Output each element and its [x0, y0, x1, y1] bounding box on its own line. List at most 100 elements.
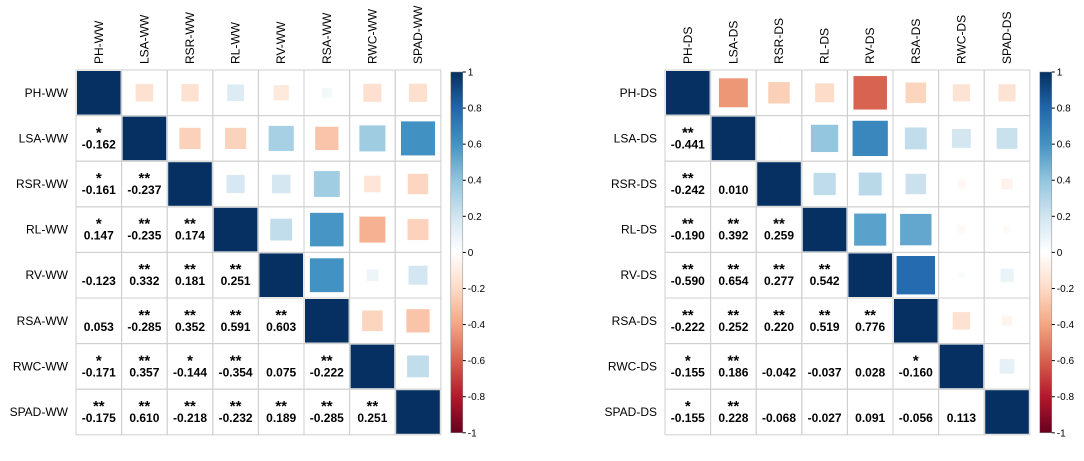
colorbar-tick-label: -0.2 [468, 284, 486, 295]
significance: * [685, 352, 691, 369]
value-label: 0.220 [764, 320, 794, 334]
corr-square [813, 172, 836, 196]
value-label: 0.654 [718, 274, 748, 288]
colorbar-tick-label: 1 [1057, 68, 1063, 79]
row-label: RL-WW [26, 223, 69, 237]
value-label: 0.252 [718, 320, 748, 334]
significance: ** [682, 216, 694, 233]
value-label: 0.251 [221, 274, 251, 288]
corr-square [957, 225, 966, 234]
value-label: -0.027 [808, 411, 842, 425]
corr-square [362, 310, 383, 332]
value-label: 0.075 [266, 365, 296, 379]
value-label: 0.174 [175, 229, 205, 243]
significance: ** [230, 261, 242, 278]
corr-square [952, 312, 971, 330]
value-label: -0.068 [762, 411, 796, 425]
value-label: 0.113 [947, 411, 977, 425]
corr-square [956, 179, 966, 189]
corr-square [1001, 178, 1013, 190]
significance: ** [184, 261, 196, 278]
value-label: -0.354 [219, 365, 253, 379]
row-label: RL-DS [621, 223, 657, 237]
value-label: 0.610 [129, 411, 159, 425]
significance: ** [682, 261, 694, 278]
colorbar-tick-label: 0.8 [1057, 104, 1071, 115]
column-label: RSR-DS [772, 18, 786, 64]
value-label: 0.028 [855, 365, 885, 379]
value-label: -0.155 [671, 411, 705, 425]
corr-square [135, 84, 154, 102]
value-label: 0.189 [266, 411, 296, 425]
significance: ** [321, 398, 333, 415]
significance: ** [184, 307, 196, 324]
row-label: RSA-WW [17, 314, 69, 328]
colorbar-tick-label: -1 [468, 428, 477, 439]
corr-square [359, 216, 386, 243]
corr-square [396, 390, 440, 434]
row-label: RV-DS [621, 268, 657, 282]
significance: ** [139, 170, 151, 187]
value-label: -0.285 [310, 411, 344, 425]
row-label: SPAD-WW [10, 405, 69, 419]
column-label: PH-WW [92, 20, 106, 64]
corr-square [225, 127, 247, 149]
value-label: -0.155 [671, 365, 705, 379]
column-label: RWC-WW [365, 8, 379, 64]
value-label: 0.392 [718, 229, 748, 243]
significance: * [96, 216, 102, 233]
value-label: -0.222 [671, 320, 705, 334]
row-label: PH-DS [620, 86, 657, 100]
value-label: -0.161 [82, 183, 116, 197]
value-label: -0.237 [127, 183, 161, 197]
value-label: -0.175 [82, 411, 116, 425]
row-label: RWC-DS [608, 359, 657, 373]
corr-square [848, 253, 892, 297]
corr-square [957, 271, 966, 279]
value-label: 0.259 [764, 229, 794, 243]
corr-square [273, 85, 289, 101]
corr-square [905, 82, 927, 104]
value-label: 0.186 [718, 365, 748, 379]
significance: * [96, 124, 102, 141]
corr-square [768, 82, 790, 104]
value-label: 0.332 [129, 274, 159, 288]
value-label: -0.037 [808, 365, 842, 379]
corr-square [853, 76, 887, 110]
corr-square [815, 83, 835, 103]
significance: ** [367, 398, 379, 415]
corr-square [259, 253, 303, 297]
corr-square [350, 344, 395, 389]
value-label: 0.352 [175, 320, 205, 334]
row-label: RSR-WW [16, 177, 69, 191]
significance: ** [682, 307, 694, 324]
value-label: -0.190 [671, 229, 705, 243]
corr-square [711, 116, 756, 161]
colorbar-tick-label: 0.8 [468, 104, 482, 115]
corr-square [77, 71, 121, 115]
value-label: -0.590 [671, 274, 705, 288]
corr-square [268, 125, 294, 151]
corr-square [271, 174, 291, 194]
colorbar-tick-label: -1 [1057, 428, 1066, 439]
significance: ** [139, 216, 151, 233]
colorbar-tick-label: -0.4 [1057, 320, 1075, 331]
significance: ** [139, 307, 151, 324]
colorbar-tick-label: -0.6 [468, 356, 486, 367]
value-label: -0.242 [671, 183, 705, 197]
corr-square [776, 136, 782, 141]
significance: ** [864, 307, 876, 324]
significance: ** [728, 352, 740, 369]
column-label: RSA-DS [909, 19, 923, 64]
significance: ** [184, 216, 196, 233]
significance: ** [139, 398, 151, 415]
corr-square [407, 173, 429, 195]
value-label: 0.542 [810, 274, 840, 288]
significance: ** [819, 307, 831, 324]
corr-square [999, 359, 1015, 374]
value-label: -0.285 [127, 320, 161, 334]
value-label: 0.053 [84, 320, 114, 334]
colorbar-tick-label: -0.2 [1057, 284, 1075, 295]
corr-square [364, 175, 381, 193]
column-label: RSR-WW [183, 11, 197, 64]
